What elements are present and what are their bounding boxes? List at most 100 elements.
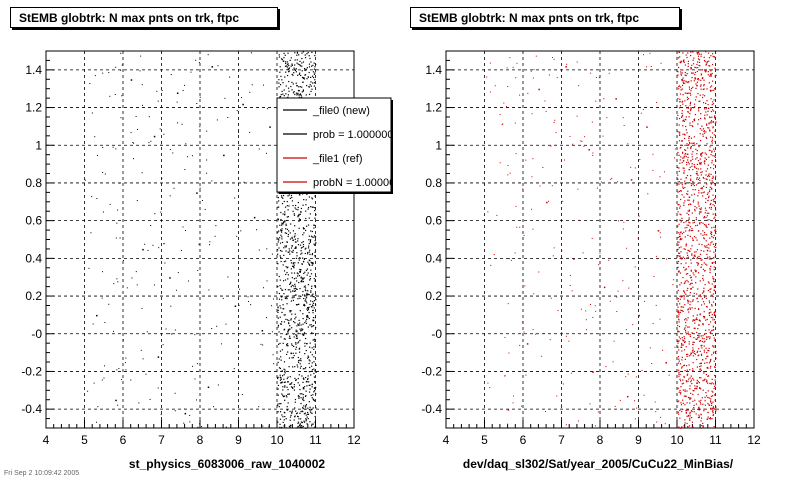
y-tick-label: 0.8 bbox=[25, 176, 42, 190]
data-point bbox=[708, 375, 710, 377]
data-point bbox=[196, 103, 198, 105]
data-point bbox=[704, 163, 706, 165]
data-point bbox=[297, 262, 299, 264]
data-point bbox=[712, 55, 714, 58]
data-point bbox=[305, 210, 307, 212]
data-point bbox=[681, 72, 683, 74]
data-point bbox=[701, 397, 703, 399]
data-point bbox=[313, 368, 315, 370]
data-point bbox=[692, 257, 695, 259]
data-point bbox=[313, 325, 315, 327]
data-point bbox=[689, 250, 691, 253]
data-point bbox=[696, 262, 698, 264]
data-point bbox=[311, 197, 313, 199]
data-point bbox=[297, 275, 299, 277]
data-point bbox=[305, 427, 307, 429]
data-point bbox=[696, 224, 699, 226]
data-point bbox=[169, 277, 171, 279]
data-point bbox=[713, 385, 716, 388]
data-point bbox=[696, 318, 698, 321]
data-point bbox=[280, 229, 282, 231]
data-point bbox=[638, 314, 640, 317]
data-point bbox=[689, 413, 691, 415]
data-point bbox=[303, 304, 305, 306]
data-point bbox=[678, 85, 680, 87]
data-point bbox=[294, 366, 296, 368]
data-point bbox=[686, 132, 688, 134]
data-point bbox=[700, 417, 703, 419]
data-point bbox=[684, 74, 686, 76]
data-point bbox=[698, 205, 700, 207]
data-point bbox=[713, 116, 716, 118]
data-point bbox=[705, 131, 707, 133]
data-point bbox=[707, 355, 709, 357]
data-point bbox=[304, 271, 306, 273]
data-point bbox=[710, 234, 713, 236]
data-point bbox=[552, 255, 554, 257]
data-point bbox=[705, 153, 707, 155]
data-point bbox=[711, 283, 713, 285]
data-point bbox=[702, 176, 704, 179]
data-point bbox=[189, 421, 191, 423]
data-point bbox=[710, 232, 712, 235]
data-point bbox=[685, 268, 688, 270]
data-point bbox=[712, 213, 714, 215]
data-point bbox=[708, 175, 711, 177]
data-point bbox=[681, 366, 683, 368]
data-point bbox=[308, 245, 310, 247]
data-point bbox=[684, 64, 686, 66]
data-point bbox=[695, 237, 697, 239]
data-point bbox=[312, 332, 314, 334]
data-point bbox=[686, 257, 688, 259]
data-point bbox=[109, 95, 111, 97]
data-point bbox=[314, 244, 316, 246]
data-point bbox=[687, 107, 689, 109]
data-point bbox=[712, 199, 714, 201]
data-point bbox=[293, 236, 295, 238]
data-point bbox=[690, 101, 692, 103]
data-point bbox=[709, 189, 711, 191]
data-point bbox=[297, 206, 299, 209]
data-point bbox=[285, 228, 287, 230]
data-point bbox=[697, 201, 699, 203]
data-point bbox=[695, 167, 698, 169]
data-point bbox=[691, 156, 693, 158]
data-point bbox=[489, 62, 491, 64]
data-point bbox=[311, 88, 313, 90]
data-point bbox=[703, 130, 705, 133]
data-point bbox=[121, 379, 123, 381]
data-point bbox=[309, 239, 312, 241]
data-point bbox=[140, 349, 142, 351]
data-point bbox=[639, 159, 641, 161]
data-point bbox=[290, 383, 292, 385]
data-point bbox=[287, 233, 290, 236]
data-point bbox=[175, 289, 177, 291]
data-point bbox=[292, 263, 294, 265]
data-point bbox=[673, 279, 675, 281]
data-point bbox=[311, 51, 313, 53]
data-point bbox=[691, 382, 693, 385]
data-point bbox=[702, 88, 704, 91]
data-point bbox=[703, 83, 705, 86]
data-point bbox=[285, 223, 287, 225]
data-point bbox=[680, 190, 682, 192]
data-point bbox=[710, 55, 712, 57]
data-point bbox=[280, 93, 282, 96]
data-point bbox=[690, 375, 692, 377]
data-point bbox=[101, 297, 103, 299]
data-point bbox=[290, 85, 292, 88]
data-point bbox=[679, 409, 681, 412]
data-point bbox=[300, 358, 302, 360]
data-point bbox=[680, 263, 682, 265]
data-point bbox=[678, 426, 680, 428]
data-point bbox=[708, 417, 710, 420]
data-point bbox=[702, 323, 704, 325]
data-point bbox=[277, 253, 279, 255]
data-point bbox=[688, 343, 690, 345]
data-point bbox=[685, 129, 687, 131]
data-point bbox=[310, 324, 312, 326]
data-point bbox=[714, 184, 716, 186]
data-point bbox=[712, 410, 714, 412]
data-point bbox=[700, 53, 702, 55]
data-point bbox=[694, 71, 697, 74]
